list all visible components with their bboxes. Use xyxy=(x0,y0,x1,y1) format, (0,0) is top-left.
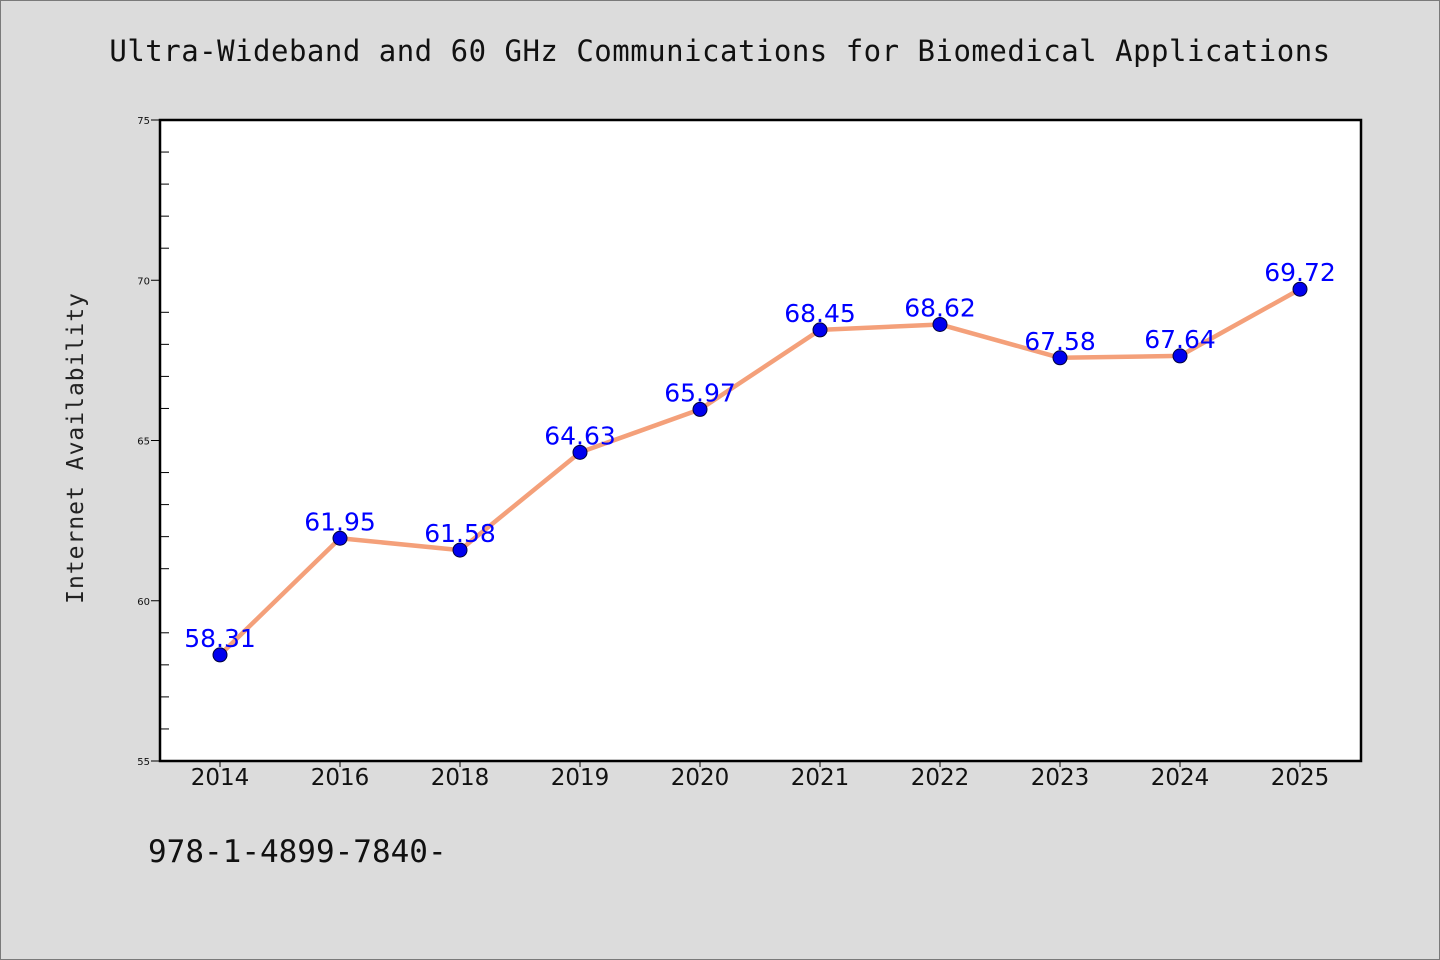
x-tick-label: 2018 xyxy=(431,765,490,791)
data-label: 68.45 xyxy=(784,299,856,328)
x-tick-label: 2019 xyxy=(551,765,610,791)
footer-code: 978-1-4899-7840- xyxy=(148,834,447,870)
x-tick-label: 2020 xyxy=(671,765,730,791)
x-tick-label: 2024 xyxy=(1151,765,1210,791)
data-label: 67.64 xyxy=(1144,325,1216,354)
data-point xyxy=(572,444,588,460)
data-point xyxy=(1292,281,1308,297)
data-point xyxy=(212,647,228,663)
data-label: 61.58 xyxy=(424,519,496,548)
data-point xyxy=(692,401,708,417)
series-line xyxy=(217,286,1303,658)
data-label: 61.95 xyxy=(304,507,376,536)
x-tick-label: 2021 xyxy=(791,765,850,791)
chart-title: Ultra-Wideband and 60 GHz Communications… xyxy=(109,34,1331,68)
plot-frame xyxy=(158,118,1363,763)
data-label: 58.31 xyxy=(184,624,256,653)
y-tick-label: 65 xyxy=(137,437,150,448)
data-label: 68.62 xyxy=(904,293,976,322)
data-label: 65.97 xyxy=(664,378,736,407)
data-label: 69.72 xyxy=(1264,258,1336,287)
x-tick-label: 2016 xyxy=(311,765,370,791)
x-tick-label: 2025 xyxy=(1271,765,1330,791)
data-point xyxy=(812,322,828,338)
y-tick-label: 70 xyxy=(137,276,150,287)
data-point xyxy=(1052,350,1068,366)
plot-area xyxy=(160,120,1361,761)
data-point xyxy=(332,530,348,546)
data-point xyxy=(1172,348,1188,364)
data-label: 64.63 xyxy=(544,421,616,450)
y-tick-label: 75 xyxy=(137,116,150,127)
data-label: 67.58 xyxy=(1024,327,1096,356)
x-tick-label: 2014 xyxy=(191,765,250,791)
data-point xyxy=(452,542,468,558)
y-tick-label: 60 xyxy=(137,597,150,608)
y-tick-label: 55 xyxy=(137,757,150,768)
x-tick-label: 2022 xyxy=(911,765,970,791)
x-tick-label: 2023 xyxy=(1031,765,1090,791)
data-point xyxy=(932,316,948,332)
